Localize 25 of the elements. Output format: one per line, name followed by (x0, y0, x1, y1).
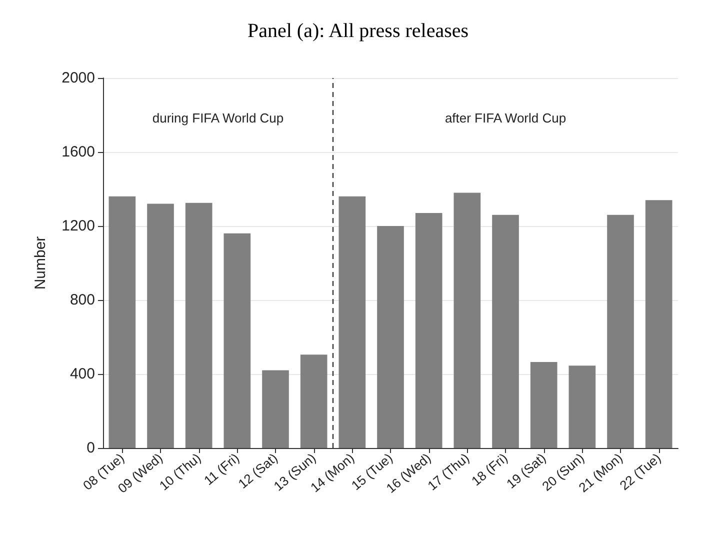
bar (645, 200, 672, 448)
bar (568, 366, 596, 448)
y-tick-label: 1600 (62, 144, 95, 160)
y-tick-label: 0 (86, 440, 95, 456)
y-tick-label: 2000 (62, 70, 95, 86)
bar (147, 204, 174, 448)
bar (415, 213, 442, 448)
y-tick-label: 400 (70, 366, 95, 382)
bar (108, 196, 136, 448)
bar (185, 202, 212, 448)
chart-title: Panel (a): All press releases (247, 20, 469, 42)
y-tick-label: 800 (70, 292, 95, 308)
bar (338, 196, 366, 448)
annotation: during FIFA World Cup (152, 110, 284, 126)
bar (377, 226, 404, 448)
y-tick-label: 1200 (62, 218, 95, 234)
bar (300, 354, 328, 448)
bar (262, 370, 289, 448)
bar (224, 233, 251, 448)
bar (607, 214, 634, 448)
bar (492, 214, 519, 448)
bar (530, 362, 558, 448)
annotation: after FIFA World Cup (444, 110, 566, 126)
y-axis-title: Number (32, 236, 49, 290)
bar (454, 192, 481, 448)
